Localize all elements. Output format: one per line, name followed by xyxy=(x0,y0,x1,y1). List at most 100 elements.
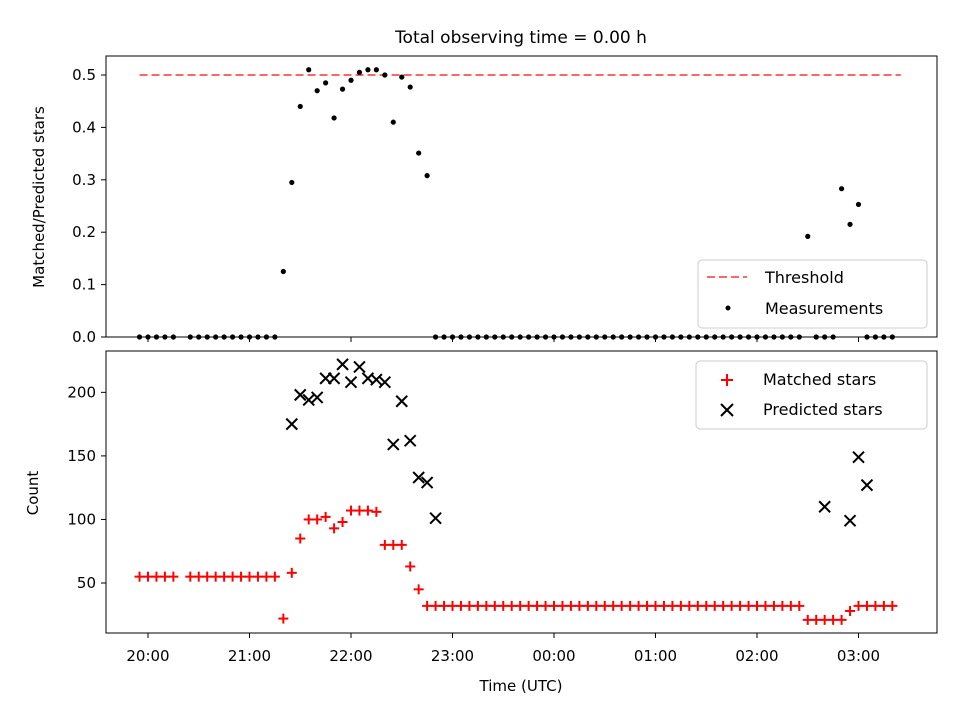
top-y-tick-label: 0.5 xyxy=(72,66,96,84)
matched-star-marker xyxy=(650,600,661,611)
predicted-star-marker xyxy=(285,417,298,431)
matched-star-marker xyxy=(193,571,204,582)
matched-star-marker xyxy=(540,600,551,611)
matched-star-marker xyxy=(303,514,314,525)
measurement-point xyxy=(416,150,422,156)
matched-star-marker xyxy=(785,600,796,611)
matched-star-marker xyxy=(464,600,475,611)
matched-star-marker xyxy=(692,600,703,611)
matched-star-marker xyxy=(210,571,221,582)
matched-star-marker xyxy=(599,600,610,611)
measurement-point xyxy=(356,69,363,75)
predicted-star-marker xyxy=(818,500,831,513)
predicted-star-marker xyxy=(429,511,442,525)
bottom-panel: Count 50 100 150 200 20:00 21:00 22:00 23:00 00:… xyxy=(24,350,938,695)
matched-star-marker xyxy=(557,600,568,611)
bottom-y-tick-label: 50 xyxy=(77,574,96,592)
matched-star-marker xyxy=(608,600,619,611)
predicted-star-marker xyxy=(370,373,383,386)
top-y-tick-label: 0.1 xyxy=(72,276,96,294)
matched-star-marker xyxy=(887,600,898,611)
matched-star-marker xyxy=(346,505,356,516)
matched-star-marker xyxy=(354,505,365,516)
matched-star-marker xyxy=(489,600,500,611)
bottom-y-tick-label: 100 xyxy=(67,510,96,528)
measurement-point xyxy=(805,233,811,239)
matched-star-marker xyxy=(836,614,847,625)
predicted-star-marker xyxy=(336,358,349,371)
measurement-point xyxy=(306,67,312,73)
matched-star-marker xyxy=(794,600,805,611)
top-legend: Threshold Measurements xyxy=(697,259,928,329)
measurement-point xyxy=(382,72,388,78)
matched-star-marker xyxy=(565,600,576,611)
matched-star-marker xyxy=(252,571,263,582)
matched-star-marker xyxy=(506,600,517,611)
matched-star-marker xyxy=(151,571,162,582)
measurement-point xyxy=(339,86,346,92)
predicted-star-marker xyxy=(420,476,434,489)
measurement-point xyxy=(424,173,430,179)
matched-star-marker xyxy=(455,600,466,611)
bottom-y-tick-label: 150 xyxy=(67,447,96,465)
matched-star-marker xyxy=(498,600,509,611)
matched-star-marker xyxy=(286,567,297,578)
matched-star-marker xyxy=(236,571,247,582)
top-chart-title: Total observing time = 0.00 h xyxy=(394,28,647,48)
x-tick-label: 23:00 xyxy=(431,647,474,665)
matched-star-marker xyxy=(828,614,839,625)
matched-star-marker xyxy=(523,600,534,611)
matched-star-marker xyxy=(185,571,196,582)
matched-star-marker xyxy=(227,571,238,582)
matched-star-marker xyxy=(379,539,390,550)
predicted-star-marker xyxy=(302,393,315,407)
matched-star-marker xyxy=(278,613,289,624)
matched-star-marker xyxy=(371,506,382,517)
top-legend-measurements-swatch xyxy=(725,305,731,311)
bottom-legend-predicted-swatch xyxy=(720,403,734,417)
x-tick-label: 03:00 xyxy=(837,647,880,665)
matched-star-marker xyxy=(718,600,729,611)
matched-star-marker xyxy=(362,505,373,516)
matched-star-marker xyxy=(219,571,230,582)
bottom-plot-area: 50 100 150 200 20:00 21:00 22:00 23:00 00:00 01:0… xyxy=(67,358,898,665)
measurement-point xyxy=(348,77,354,83)
matched-star-marker xyxy=(261,571,272,582)
measurement-point xyxy=(297,103,303,110)
bottom-legend-matched-label: Matched stars xyxy=(763,370,876,389)
matched-star-marker xyxy=(549,600,559,611)
matched-star-marker xyxy=(616,600,627,611)
matched-star-marker xyxy=(633,600,644,611)
matched-star-marker xyxy=(819,614,830,625)
measurement-point xyxy=(373,67,379,73)
predicted-star-marker xyxy=(344,375,358,389)
matched-star-marker xyxy=(515,600,526,611)
matched-star-marker xyxy=(388,539,399,550)
bottom-legend-matched-swatch xyxy=(721,374,733,386)
top-y-tick-label: 0.0 xyxy=(72,328,96,346)
measurement-point xyxy=(314,88,320,94)
predicted-star-marker xyxy=(395,395,408,408)
matched-star-marker xyxy=(447,600,458,611)
matched-star-marker xyxy=(701,600,712,611)
x-tick-label: 01:00 xyxy=(634,647,677,665)
matched-star-marker xyxy=(405,561,416,572)
predicted-star-marker xyxy=(378,375,392,389)
matched-star-marker xyxy=(658,600,669,611)
matched-star-marker xyxy=(675,600,686,611)
bottom-y-tick-label: 200 xyxy=(67,383,96,401)
matched-star-marker xyxy=(422,600,433,611)
matched-star-marker xyxy=(134,571,145,582)
matched-star-marker xyxy=(743,600,754,611)
top-legend-box xyxy=(697,259,928,329)
predicted-star-marker xyxy=(860,478,874,492)
matched-star-marker xyxy=(845,605,856,616)
predicted-star-marker xyxy=(387,438,400,451)
x-tick-label: 02:00 xyxy=(735,647,778,665)
predicted-star-marker xyxy=(353,360,366,374)
matched-star-marker xyxy=(726,600,737,611)
measurement-point xyxy=(838,186,845,192)
measurement-point xyxy=(847,221,853,227)
matched-star-marker xyxy=(861,600,872,611)
